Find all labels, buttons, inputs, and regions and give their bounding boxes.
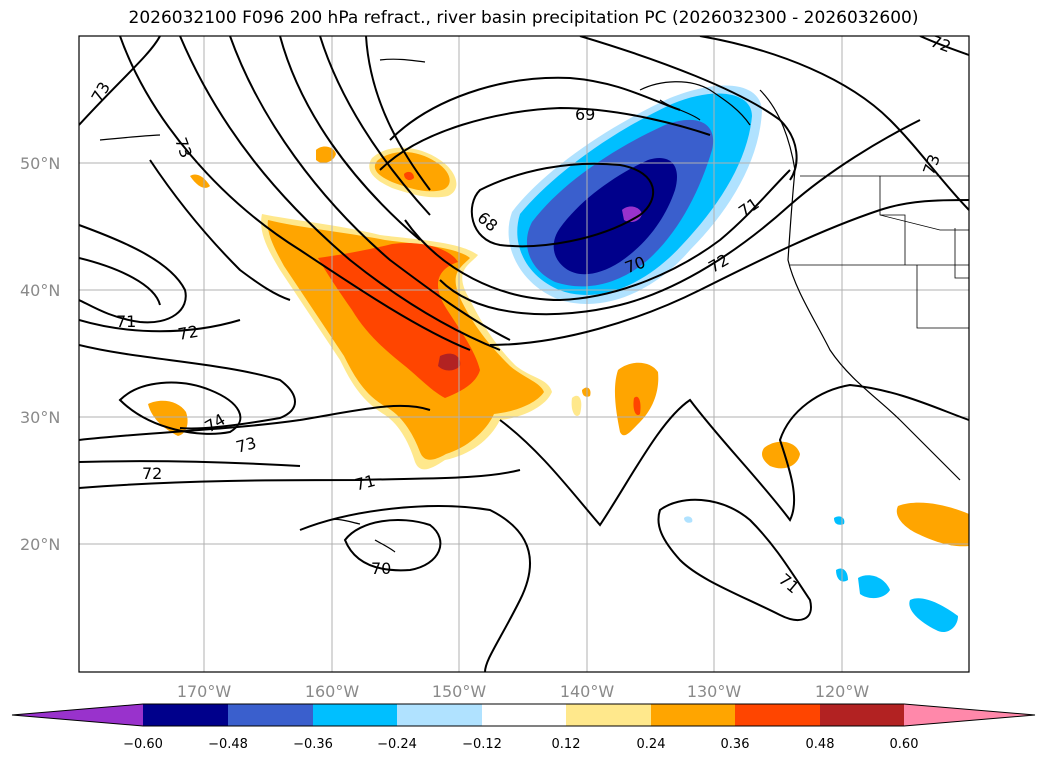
colorbar-outline xyxy=(11,703,1036,727)
colorbar-segment xyxy=(313,704,397,726)
longitude-labels: 170°W 160°W 150°W 140°W 130°W 120°W xyxy=(177,682,870,701)
colorbar-tick-label: 0.60 xyxy=(890,737,919,752)
contour-label: 69 xyxy=(575,105,595,124)
colorbar-tick-label: 0.12 xyxy=(552,737,581,752)
contour-label: 73 xyxy=(234,433,259,457)
contour-labels: 73 73 69 68 71 72 70 71 72 74 73 72 71 7… xyxy=(87,32,954,598)
colorbar-tick-label: −0.36 xyxy=(293,737,333,752)
colorbar-segment xyxy=(482,704,566,726)
colorbar-tick-label: −0.12 xyxy=(462,737,502,752)
colorbar-segment xyxy=(143,704,228,726)
contour-label: 72 xyxy=(142,464,162,483)
colorbar-tick-label: 0.48 xyxy=(806,737,835,752)
contour-label: 71 xyxy=(353,471,378,495)
colorbar-arrow-right xyxy=(904,704,1035,726)
colorbar-segment xyxy=(566,704,651,726)
contour-label: 72 xyxy=(176,322,199,344)
lat-label-40n: 40°N xyxy=(20,281,60,300)
lon-label-120w: 120°W xyxy=(815,682,870,701)
lat-label-20n: 20°N xyxy=(20,535,60,554)
lon-label-160w: 160°W xyxy=(305,682,360,701)
coastlines xyxy=(99,58,961,553)
map-title: 2026032100 F096 200 hPa refract., river … xyxy=(128,8,919,28)
contour-label: 70 xyxy=(371,559,391,578)
precip-shading xyxy=(148,85,969,633)
colorbar-tick-label: −0.24 xyxy=(377,737,417,752)
colorbar-tick-label: −0.48 xyxy=(208,737,248,752)
borders xyxy=(790,175,969,329)
colorbar-tick-label: 0.36 xyxy=(721,737,750,752)
lon-label-150w: 150°W xyxy=(432,682,487,701)
contour-label: 71 xyxy=(116,312,136,331)
colorbar-segment xyxy=(820,704,904,726)
lat-label-50n: 50°N xyxy=(20,154,60,173)
colorbar-segment xyxy=(735,704,820,726)
lon-label-170w: 170°W xyxy=(177,682,232,701)
map-frame xyxy=(78,35,970,673)
contour-label: 72 xyxy=(928,32,954,57)
contour-label: 71 xyxy=(735,194,763,221)
lat-label-30n: 30°N xyxy=(20,408,60,427)
gridlines xyxy=(79,36,969,672)
colorbar-segment xyxy=(228,704,313,726)
contour-label: 73 xyxy=(87,79,114,106)
colorbar-segment xyxy=(651,704,735,726)
lon-label-140w: 140°W xyxy=(560,682,615,701)
latitude-labels: 50°N 40°N 30°N 20°N xyxy=(20,154,60,554)
colorbar-segment xyxy=(397,704,482,726)
colorbar: −0.60 −0.48 −0.36 −0.24 −0.12 0.12 0.24 … xyxy=(11,703,1036,752)
colorbar-tick-label: 0.24 xyxy=(637,737,666,752)
map-area: 73 73 69 68 71 72 70 71 72 74 73 72 71 7… xyxy=(79,32,969,672)
refractivity-contours xyxy=(79,36,969,672)
colorbar-arrow-left xyxy=(12,704,143,726)
colorbar-tick-label: −0.60 xyxy=(123,737,163,752)
lon-label-130w: 130°W xyxy=(687,682,742,701)
contour-label: 71 xyxy=(775,570,803,598)
